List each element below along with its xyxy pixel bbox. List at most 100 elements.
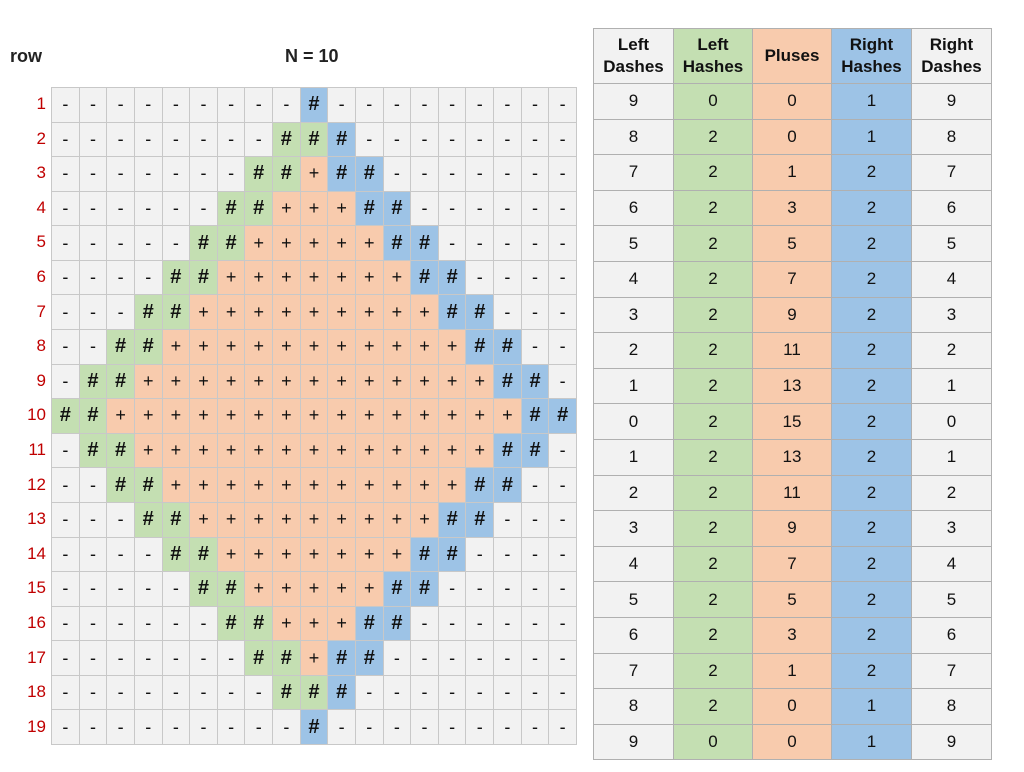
dash-cell: - (466, 157, 495, 192)
right-hashes-value: 2 (831, 403, 912, 440)
row-number: 7 (36, 301, 46, 321)
left-dashes-value: 1 (593, 438, 674, 476)
plus-cell: + (328, 295, 356, 331)
dash-cell: - (549, 157, 577, 192)
plus-cell: + (190, 433, 218, 469)
dash-cell: - (494, 191, 522, 227)
row-number: 15 (27, 578, 46, 598)
right-hash-cell: # (328, 122, 356, 158)
right-hashes-value: 2 (831, 581, 912, 618)
counts-header-row: Left Dashes Left Hashes Pluses Right Hashes… (593, 28, 992, 84)
dash-cell: - (549, 606, 577, 642)
plus-cell: + (245, 330, 274, 365)
dash-cell: - (438, 226, 467, 261)
dash-cell: - (273, 710, 301, 745)
plus-cell: + (355, 433, 384, 469)
right-dashes-value: 1 (911, 367, 992, 405)
plus-cell: + (300, 572, 329, 607)
pluses-value: 3 (752, 616, 832, 654)
dash-cell: - (494, 606, 522, 642)
pluses-value: 9 (752, 510, 832, 547)
right-hashes-value: 1 (831, 118, 912, 156)
dash-cell: - (466, 675, 495, 711)
dash-cell: - (79, 710, 108, 745)
plus-cell: + (300, 260, 329, 296)
left-dashes-value: 9 (593, 83, 674, 120)
dash-cell: - (134, 537, 163, 573)
dash-cell: - (494, 260, 522, 296)
dash-cell: - (549, 364, 577, 400)
right-dashes-value: 1 (911, 438, 992, 476)
right-hashes-value: 1 (831, 688, 912, 725)
header-right-hashes: Right Hashes (831, 28, 912, 84)
dash-cell: - (521, 226, 550, 261)
left-hash-cell: # (162, 295, 191, 331)
pluses-value: 9 (752, 296, 832, 334)
dash-cell: - (79, 157, 108, 192)
row-header: row (10, 46, 43, 66)
plus-cell: + (245, 226, 274, 261)
dash-cell: - (466, 710, 495, 745)
right-hash-cell: # (355, 606, 384, 642)
dash-cell: - (79, 191, 108, 227)
plus-cell: + (438, 364, 467, 400)
right-hash-cell: # (355, 191, 384, 227)
dash-cell: - (549, 191, 577, 227)
plus-cell: + (383, 330, 412, 365)
left-dashes-value: 5 (593, 581, 674, 618)
plus-cell: + (300, 191, 329, 227)
dash-cell: - (162, 157, 191, 192)
dash-cell: - (521, 122, 550, 158)
plus-cell: + (273, 191, 301, 227)
dash-cell: - (107, 226, 135, 261)
dash-cell: - (411, 606, 439, 642)
dash-cell: - (79, 641, 108, 676)
plus-cell: + (355, 364, 384, 400)
plus-cell: + (273, 226, 301, 261)
dash-cell: - (521, 675, 550, 711)
dash-cell: - (383, 157, 412, 192)
dash-cell: - (549, 88, 577, 123)
row-number: 17 (27, 647, 46, 667)
right-dashes-value: 9 (911, 723, 992, 761)
dash-cell: - (521, 537, 550, 573)
right-dashes-value: 2 (911, 474, 992, 512)
left-hash-cell: # (217, 191, 246, 227)
plus-cell: + (383, 433, 412, 469)
dash-cell: - (79, 260, 108, 296)
dash-cell: - (411, 122, 439, 158)
dash-cell: - (549, 572, 577, 607)
right-hash-cell: # (300, 88, 329, 123)
table-row: 2 2 11 2 2 (593, 332, 992, 369)
right-hashes-value: 2 (831, 260, 912, 298)
pluses-value: 15 (752, 403, 832, 440)
left-dashes-value: 4 (593, 545, 674, 583)
right-hash-cell: # (328, 641, 356, 676)
dash-cell: - (466, 191, 495, 227)
plus-cell: + (300, 606, 329, 642)
pluses-value: 0 (752, 688, 832, 725)
plus-cell: + (245, 433, 274, 469)
dash-cell: - (79, 502, 108, 538)
left-dashes-value: 2 (593, 332, 674, 369)
right-hash-cell: # (411, 260, 439, 296)
left-hashes-value: 0 (673, 83, 753, 120)
right-dashes-value: 5 (911, 581, 992, 618)
right-hashes-value: 2 (831, 474, 912, 512)
dash-cell: - (79, 606, 108, 642)
left-hash-cell: # (162, 260, 191, 296)
dash-cell: - (217, 157, 246, 192)
left-hash-cell: # (134, 468, 163, 503)
plus-cell: + (383, 468, 412, 503)
dash-cell: - (521, 468, 550, 503)
dash-cell: - (107, 572, 135, 607)
pluses-value: 5 (752, 225, 832, 262)
right-hash-cell: # (494, 468, 522, 503)
left-dashes-value: 3 (593, 296, 674, 334)
left-hashes-value: 2 (673, 260, 753, 298)
row-number: 18 (27, 682, 46, 702)
dash-cell: - (162, 226, 191, 261)
plus-cell: + (300, 330, 329, 365)
